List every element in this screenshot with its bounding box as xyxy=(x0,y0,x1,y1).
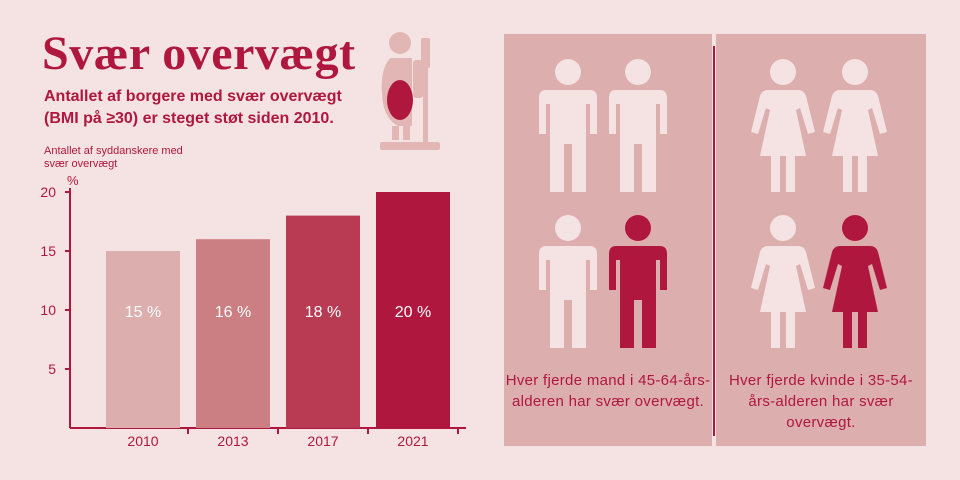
men-caption: Hver fjerde mand i 45-64-års-alderen har… xyxy=(505,372,711,410)
woman-figure-icon xyxy=(823,59,887,192)
panel-divider xyxy=(713,46,715,436)
x-tick-label: 2017 xyxy=(307,433,338,449)
page-subtitle: Antallet af borgere med svær overvægt (B… xyxy=(44,88,342,127)
y-tick-label: 5 xyxy=(48,361,56,377)
bar xyxy=(196,239,270,428)
bar-value-label: 18 % xyxy=(305,304,341,321)
bar-value-label: 15 % xyxy=(125,304,161,321)
bar xyxy=(376,192,450,428)
bar-value-label: 20 % xyxy=(395,304,431,321)
woman-figure-icon xyxy=(751,215,815,348)
man-figure-icon xyxy=(539,215,597,348)
man-figure-icon xyxy=(609,59,667,192)
woman-figure-icon xyxy=(751,59,815,192)
bar xyxy=(286,215,360,428)
y-tick-label: 15 xyxy=(40,243,56,259)
x-tick-label: 2021 xyxy=(397,433,428,449)
x-tick-label: 2010 xyxy=(127,433,158,449)
x-tick-label: 2013 xyxy=(217,433,248,449)
bar-chart: 5 10 15 20 15 % 2010 16 % 2013 18 % 2017 20 % 2021 xyxy=(40,184,466,449)
man-figure-icon xyxy=(539,59,597,192)
women-caption: Hver fjerde kvinde i 35-54-års-alderen h… xyxy=(728,372,913,431)
y-tick-label: 10 xyxy=(40,302,56,318)
y-tick-label: 20 xyxy=(40,184,56,200)
y-axis-unit: % xyxy=(67,173,79,188)
men-panel xyxy=(504,34,712,446)
person-on-scale-icon xyxy=(380,32,440,150)
man-figure-icon-highlighted xyxy=(609,215,667,348)
women-panel xyxy=(716,34,926,446)
y-axis-label: Antallet af syddanskere med svær overvæg… xyxy=(44,145,183,170)
page-title: Svær overvægt xyxy=(42,27,356,80)
bar xyxy=(106,251,180,428)
woman-figure-icon-highlighted xyxy=(823,215,887,348)
bar-value-label: 16 % xyxy=(215,304,251,321)
